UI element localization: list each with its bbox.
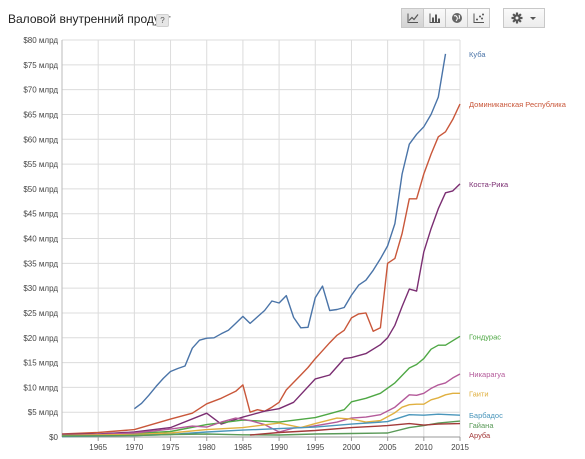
help-icon[interactable]: ? <box>156 14 169 27</box>
series-label: Гаити <box>469 389 489 398</box>
y-tick-label: $75 млрд <box>23 61 58 70</box>
y-tick-label: $55 млрд <box>23 160 58 169</box>
x-tick-label: 2015 <box>451 443 469 452</box>
series-line[interactable] <box>61 373 461 437</box>
y-tick-label: $80 млрд <box>23 36 58 45</box>
scatter-chart-icon <box>473 13 484 23</box>
settings-button[interactable] <box>503 8 545 28</box>
series-label: Куба <box>469 50 486 59</box>
bar-chart-icon <box>429 13 440 23</box>
gear-icon <box>511 12 523 24</box>
series-label: Доминиканская Республика <box>469 100 567 109</box>
series-label: Никарагуа <box>469 370 506 379</box>
y-tick-label: $50 млрд <box>23 185 58 194</box>
x-tick-label: 1975 <box>162 443 180 452</box>
series-line[interactable] <box>133 53 447 410</box>
y-tick-label: $20 млрд <box>23 334 58 343</box>
series-label: Гондурас <box>469 332 501 341</box>
map-button[interactable] <box>445 8 468 28</box>
x-tick-label: 1980 <box>198 443 216 452</box>
scatter-button[interactable] <box>467 8 490 28</box>
globe-icon <box>451 13 462 23</box>
x-tick-label: 1970 <box>125 443 143 452</box>
x-tick-label: 1965 <box>89 443 107 452</box>
x-tick-label: 1995 <box>306 443 324 452</box>
series-label: Аруба <box>469 431 491 440</box>
caret-down-icon <box>529 17 536 20</box>
x-tick-label: 2010 <box>415 443 433 452</box>
series-line[interactable] <box>250 422 461 436</box>
series-line[interactable] <box>61 103 461 435</box>
y-tick-label: $65 млрд <box>23 110 58 119</box>
y-tick-label: $45 млрд <box>23 210 58 219</box>
y-tick-label: $35 млрд <box>23 259 58 268</box>
y-tick-label: $5 млрд <box>28 408 59 417</box>
x-tick-label: 1985 <box>234 443 252 452</box>
chart-title: Валовой внутренний продукт <box>8 12 171 26</box>
series-line[interactable] <box>61 392 460 437</box>
y-tick-label: $30 млрд <box>23 284 58 293</box>
y-tick-label: $15 млрд <box>23 359 58 368</box>
x-tick-label: 2005 <box>379 443 397 452</box>
line-chart-icon <box>407 13 418 23</box>
series-line[interactable] <box>61 420 461 437</box>
x-tick-label: 2000 <box>343 443 361 452</box>
x-tick-label: 1990 <box>270 443 288 452</box>
y-tick-label: $10 млрд <box>23 383 58 392</box>
series-line[interactable] <box>61 335 461 437</box>
y-tick-label: $40 млрд <box>23 235 58 244</box>
series-label: Барбадос <box>469 411 503 420</box>
series-label: Гайана <box>469 421 494 430</box>
y-tick-label: $25 млрд <box>23 309 58 318</box>
y-tick-label: $70 млрд <box>23 86 58 95</box>
series-line[interactable] <box>61 183 461 436</box>
line-chart-button[interactable] <box>401 8 424 28</box>
y-tick-label: $0 <box>49 433 58 442</box>
y-tick-label: $60 млрд <box>23 135 58 144</box>
bar-chart-button[interactable] <box>423 8 446 28</box>
series-label: Коста-Рика <box>469 180 509 189</box>
